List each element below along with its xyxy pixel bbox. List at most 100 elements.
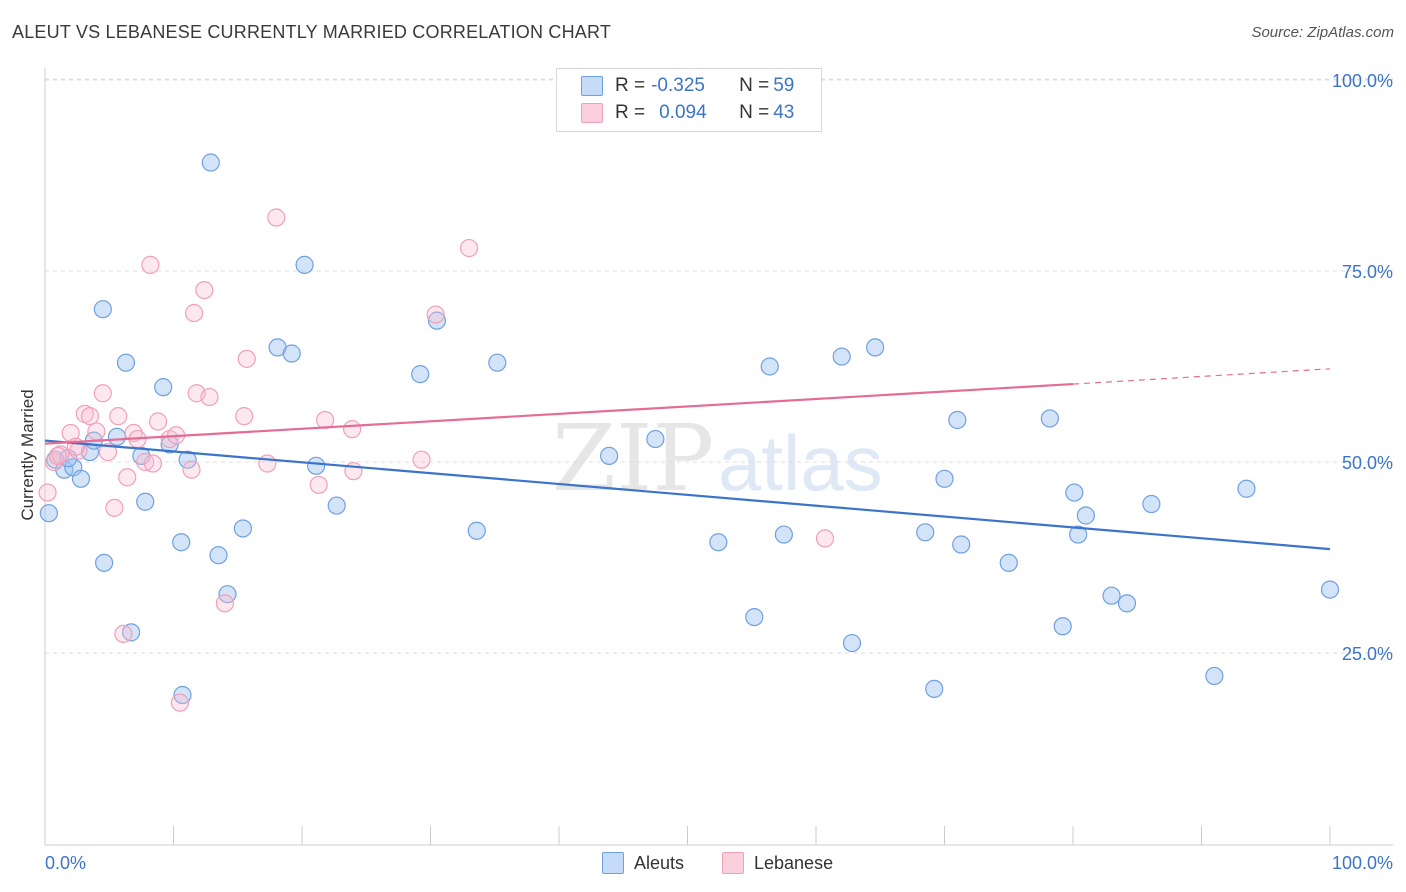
lebanese-point [316,410,335,430]
aleut-point [295,255,314,274]
y-tick-label: 100.0% [1332,71,1393,91]
legend-n-value: 43 [773,102,795,123]
aleut-point [1142,494,1161,514]
aleut-point [39,504,58,523]
lebanese-trend-extension [1072,368,1331,385]
lebanese-point [109,407,128,426]
legend-row-aleuts: R = -0.325 N = 59 [581,74,794,98]
aleut-point [1053,617,1072,636]
lebanese-point [48,446,67,465]
aleut-point [172,533,191,552]
aleut-point [178,450,197,469]
lebanese-point [93,384,112,403]
aleut-point [488,353,507,372]
aleut-point [201,153,220,172]
aleut-point [646,429,665,449]
aleut-point [1076,506,1095,525]
lebanese-point [143,454,163,473]
y-tick-label: 75.0% [1342,262,1393,282]
lebanese-swatch [722,852,744,874]
aleut-point [1320,580,1340,599]
legend-r-label: R = [615,75,646,96]
aleut-point [709,533,728,552]
legend-r-label: R = [615,102,646,123]
source-label: Source: ZipAtlas.com [1251,24,1394,41]
legend-r-value: -0.325 [651,75,705,96]
lebanese-point [184,303,204,323]
aleut-point [136,492,155,511]
y-tick-label: 25.0% [1342,644,1393,664]
aleut-point [832,347,851,366]
aleut-point [467,521,486,540]
y-axis-label: Currently Married [18,389,37,521]
lebanese-point [412,450,431,469]
aleut-point [233,519,252,538]
correlation-legend: R = -0.325 N = 59 R = 0.094 N = 43 [556,68,822,132]
legend-row-lebanese: R = 0.094 N = 43 [581,101,794,125]
lebanese-point [343,420,362,439]
lebanese-point [141,255,160,274]
aleut-point [866,338,885,357]
lebanese-point [258,454,277,473]
chart-title: ALEUT VS LEBANESE CURRENTLY MARRIED CORR… [12,22,612,42]
lebanese-point [80,407,100,426]
y-tick-label: 50.0% [1342,453,1393,473]
lebanese-point [195,281,214,300]
aleut-point [999,553,1018,572]
legend-r-value: 0.094 [659,102,707,123]
lebanese-point [309,475,328,495]
legend-lebanese-label: Lebanese [754,852,834,873]
aleut-point [282,344,301,363]
lebanese-point [148,412,168,431]
aleut-point [1065,483,1084,502]
aleut-point [71,469,91,488]
lebanese-point [235,407,254,426]
legend-n-label: N = [739,102,770,123]
aleut-point [760,357,779,376]
aleut-point [745,607,764,627]
lebanese-point [105,498,124,517]
lebanese-point [170,693,190,712]
legend-aleuts-label: Aleuts [634,852,685,873]
legend-n-value: 59 [773,75,795,96]
lebanese-point [815,529,835,548]
aleut-point [1237,479,1256,498]
lebanese-point [426,305,445,324]
aleut-point [327,496,346,515]
aleut-point [916,523,935,542]
lebanese-point [215,594,234,613]
lebanese-point [237,349,256,368]
aleut-point [116,353,136,372]
aleut-point [411,365,430,384]
aleut-point [1205,666,1224,686]
x-tick-label: 100.0% [1332,853,1393,873]
aleut-point [209,546,228,565]
aleut-point [952,535,971,554]
lebanese-point [200,387,219,407]
lebanese-point [459,238,479,258]
lebanese-point [87,422,106,441]
lebanese-point [38,483,57,502]
bottom-legend-lebanese: Lebanese [722,852,833,874]
lebanese-point [118,468,137,487]
lebanese-trend-line [44,382,1074,445]
aleut-point [1040,409,1059,428]
lebanese-point [98,442,118,462]
lebanese-point [114,624,133,644]
aleuts-trend-line [44,439,1331,551]
legend-n-label: N = [739,75,770,96]
lebanese-swatch [581,103,603,123]
lebanese-point [136,452,155,472]
watermark-atlas: atlas [718,419,883,507]
aleut-point [948,410,967,430]
aleut-point [427,311,447,330]
aleut-point [842,633,862,653]
aleut-point [774,525,793,544]
aleut-point [600,446,619,465]
aleuts-swatch [602,852,624,874]
aleut-point [935,469,954,488]
bottom-legend-aleuts: Aleuts [602,852,684,874]
lebanese-point [182,460,201,479]
x-tick-label: 0.0% [45,853,86,873]
